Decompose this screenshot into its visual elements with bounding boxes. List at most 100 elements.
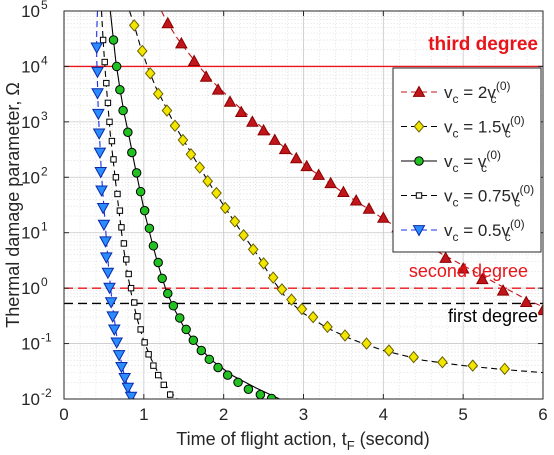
data-marker [247,243,259,256]
y-tick-label: 10 [21,335,40,354]
data-marker [135,186,146,197]
data-marker [166,391,174,398]
data-marker [150,362,157,369]
data-marker [439,251,452,263]
x-tick-label: 4 [379,405,388,424]
data-marker [104,99,112,107]
data-marker [234,105,248,117]
data-marker [91,88,104,100]
data-marker [152,87,164,101]
y-tick-exponent: 5 [41,0,48,12]
data-marker [124,391,138,399]
data-marker [134,313,141,320]
data-marker [246,115,259,127]
data-marker [161,16,175,29]
data-marker [300,159,314,172]
y-tick-exponent: 4 [41,53,48,67]
data-marker [123,256,130,263]
data-marker [116,207,124,214]
data-marker [223,95,237,107]
series [99,11,178,399]
data-marker [108,137,116,145]
data-marker [120,240,128,247]
data-marker [99,252,113,264]
y-tick-label: 10 [21,279,40,298]
data-marker [349,194,363,206]
data-marker [137,326,144,333]
data-marker [131,299,138,306]
data-marker [181,324,191,335]
data-marker [238,228,249,242]
data-marker [267,271,279,284]
legend-label: vc = v(0) c [444,148,501,175]
data-marker [496,284,510,296]
y-tick-exponent: 1 [41,220,48,234]
data-marker [324,176,337,189]
data-marker [322,320,333,334]
data-marker [112,350,126,362]
data-marker [97,219,111,232]
data-marker [233,377,243,388]
data-marker [136,44,148,58]
data-marker [383,344,395,357]
y-tick-exponent: -1 [41,331,52,345]
data-marker [289,151,303,164]
data-marker [160,381,167,389]
y-tick-label: 10 [21,224,40,243]
data-marker [286,293,297,306]
data-marker [104,297,118,309]
data-marker [188,335,199,345]
data-marker [211,186,222,200]
y-tick-exponent: 2 [41,164,48,178]
data-marker [415,192,423,199]
data-marker [145,351,152,358]
x-tick-label: 3 [299,405,308,424]
legend-label: vc = 0.5v(0) c [444,217,525,244]
data-marker [141,339,148,346]
y-tick-exponent: 3 [41,109,48,123]
data-marker [161,104,173,117]
y-tick-exponent: -2 [41,386,52,400]
data-marker [204,354,215,365]
data-marker [163,288,173,299]
y-tick-label: 10 [21,390,40,409]
threshold-lines [64,65,543,305]
data-marker [127,147,137,158]
y-tick-label: 10 [21,2,40,21]
data-marker [101,58,108,66]
data-marker [118,373,132,385]
data-marker [125,270,132,278]
data-marker [258,257,269,270]
data-marker [110,337,124,349]
data-marker [229,215,241,228]
x-axis-label: Time of flight action, tF (second) [176,429,429,453]
data-marker [118,224,125,231]
data-marker [467,359,479,372]
data-marker [110,156,117,163]
data-marker [312,168,326,180]
data-marker [437,355,448,369]
data-marker [99,236,112,248]
data-marker [213,362,223,373]
data-marker [92,128,106,140]
data-marker [199,70,213,82]
threshold-label: second degree [409,261,528,281]
data-marker [91,66,104,79]
data-marker [412,85,426,97]
data-marker [139,205,150,216]
legend-label: vc = 1.5v(0) c [444,114,525,141]
data-marker [103,282,116,295]
data-marker [168,301,179,311]
data-marker [115,361,128,374]
data-marker [413,120,425,133]
x-tick-label: 0 [59,405,68,424]
data-marker [101,267,115,280]
y-tick-exponent: 0 [41,275,48,289]
data-marker [106,311,120,323]
data-marker [296,302,308,316]
threshold-labels: third degree second degree first degree [409,34,540,328]
data-marker [91,108,105,121]
legend: vc = 2v(0) c vc = 1.5v(0) c vc = v(0) c vc = 0… [392,67,542,253]
